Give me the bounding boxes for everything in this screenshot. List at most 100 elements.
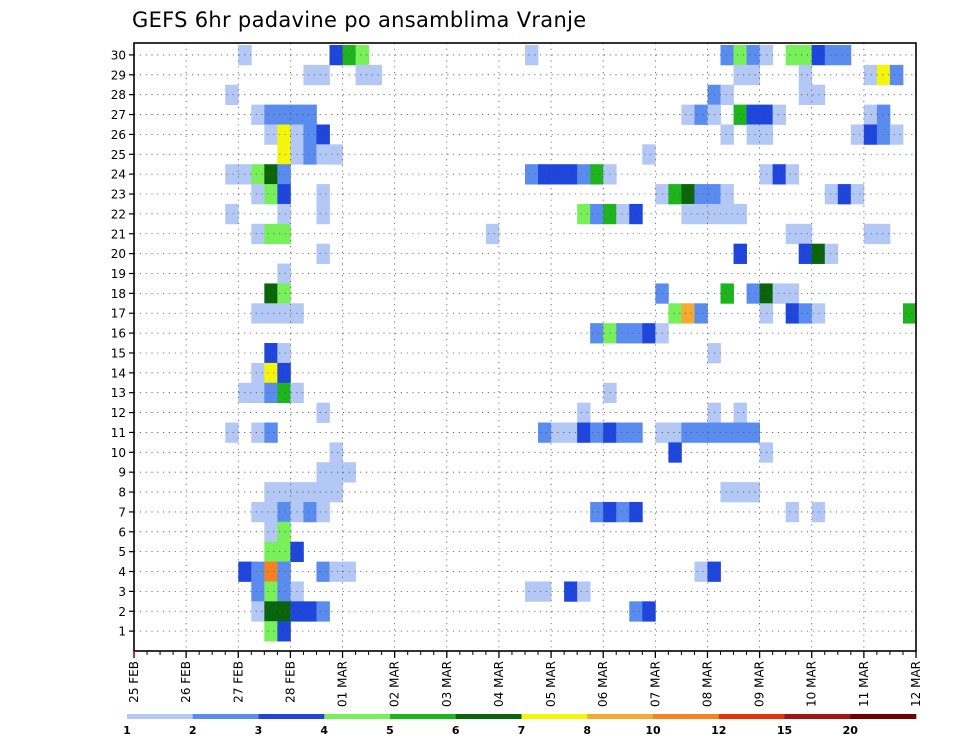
y-tick-label: 10 (111, 446, 126, 460)
colorbar-swatch (718, 714, 785, 719)
y-tick-label: 21 (111, 227, 126, 241)
y-tick-label: 6 (118, 525, 126, 539)
x-tick-label: 09 MAR (753, 661, 767, 707)
heatmap-cell (733, 64, 747, 86)
heatmap-cell (863, 64, 878, 86)
heatmap-cell (251, 303, 265, 324)
heatmap-cell (277, 362, 291, 384)
heatmap-cell (694, 104, 708, 125)
heatmap-cell (251, 601, 265, 622)
heatmap-cell (616, 203, 630, 225)
y-tick-label: 27 (111, 108, 126, 122)
heatmap-cell (316, 144, 330, 165)
heatmap-cell (746, 422, 760, 443)
heatmap-cell (485, 223, 500, 245)
heatmap-cell (694, 203, 708, 225)
heatmap-cell (590, 203, 604, 225)
heatmap-cell (746, 124, 760, 145)
colorbar-swatch (587, 714, 654, 719)
heatmap-cell (277, 164, 291, 185)
y-tick-label: 23 (111, 188, 126, 202)
heatmap-cell (564, 164, 578, 185)
colorbar-swatch (521, 714, 588, 719)
heatmap-cell (277, 581, 291, 602)
heatmap-cell (538, 164, 552, 185)
colorbar-swatch (653, 714, 720, 719)
heatmap-cell (277, 521, 291, 543)
y-tick-label: 22 (111, 207, 126, 221)
heatmap-cell (277, 621, 291, 642)
heatmap-cell (785, 223, 800, 245)
heatmap-cell (798, 303, 813, 324)
y-tick-label: 1 (118, 625, 126, 639)
x-tick-label: 07 MAR (648, 661, 662, 707)
heatmap-cell (798, 64, 813, 86)
x-tick-label: 08 MAR (700, 661, 714, 707)
heatmap-cell (642, 601, 656, 622)
heatmap-cell (303, 482, 317, 503)
heatmap-cell (850, 184, 865, 205)
heatmap-cell (681, 303, 695, 324)
y-tick-label: 13 (111, 386, 126, 400)
colorbar-label: 12 (711, 724, 726, 737)
heatmap-cell (733, 482, 747, 503)
colorbar-swatch (850, 714, 917, 719)
colorbar-label: 6 (452, 724, 460, 737)
y-tick-label: 19 (111, 267, 126, 281)
heatmap-cell (590, 164, 604, 185)
heatmap-cell (772, 283, 787, 304)
heatmap-cell (277, 303, 291, 324)
heatmap-cell (720, 283, 734, 304)
heatmap-cell (876, 64, 891, 86)
y-tick-label: 12 (111, 406, 126, 420)
heatmap-cell (316, 561, 330, 582)
heatmap-cell (277, 482, 291, 503)
x-tick-label: 28 FEB (283, 661, 297, 703)
heatmap-cell (303, 601, 317, 622)
heatmap-cell (694, 422, 708, 443)
heatmap-cell (329, 482, 343, 503)
heatmap-cell (850, 124, 865, 145)
heatmap-cell (277, 104, 291, 125)
heatmap-cell (629, 501, 643, 523)
heatmap-cell (525, 581, 539, 602)
x-tick-label: 04 MAR (492, 661, 506, 707)
colorbar-swatch (127, 714, 194, 719)
heatmap-cell (577, 164, 591, 185)
x-tick-label: 11 MAR (857, 661, 871, 707)
y-tick-label: 24 (111, 168, 126, 182)
heatmap-cell (277, 144, 291, 165)
heatmap-cell (277, 382, 291, 404)
heatmap-cell (277, 343, 291, 364)
grid-lines (134, 43, 916, 651)
heatmap-cell (876, 223, 891, 245)
heatmap-cell (303, 64, 317, 86)
heatmap-cell (525, 45, 539, 66)
heatmap-cell (577, 402, 591, 423)
heatmap-cell (329, 144, 343, 165)
heatmap-cell (316, 64, 330, 86)
heatmap-cell (642, 323, 656, 344)
colorbar-swatch (324, 714, 391, 719)
y-tick-label: 5 (118, 545, 126, 559)
heatmap-cell (694, 561, 708, 582)
heatmap-cell (720, 203, 734, 225)
heatmap-cell (277, 124, 291, 145)
x-tick-label: 01 MAR (336, 661, 350, 707)
heatmap-cell (590, 422, 604, 443)
colorbar-swatch (455, 714, 522, 719)
colorbar-swatch (390, 714, 457, 719)
heatmap-cell (902, 303, 917, 324)
heatmap-cell (824, 45, 839, 66)
heatmap-cell (733, 243, 747, 264)
heatmap-cell (264, 501, 278, 523)
heatmap-cell (251, 223, 265, 245)
heatmap-cell (264, 223, 278, 245)
colorbar-label: 3 (255, 724, 263, 737)
heatmap-cell (329, 561, 343, 582)
heatmap-cell (577, 422, 591, 443)
heatmap-cell (303, 501, 317, 523)
heatmap-cell (303, 124, 317, 145)
heatmap-cell (264, 541, 278, 562)
y-tick-label: 2 (118, 605, 126, 619)
